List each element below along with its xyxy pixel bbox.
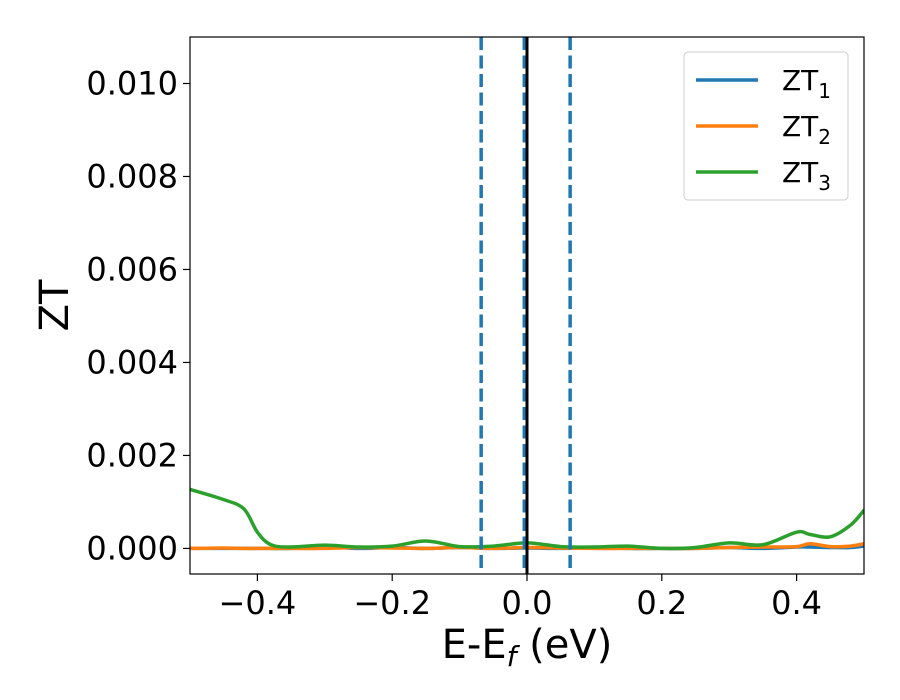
legend-label-zt1: ZT1 [782, 64, 831, 103]
x-tick-label: −0.2 [353, 584, 431, 622]
reference-lines [479, 37, 572, 574]
y-tick-label: 0.008 [86, 157, 178, 195]
x-tick-label: −0.4 [219, 584, 297, 622]
x-axis-label-main: E-E [442, 622, 507, 668]
y-tick-label: 0.002 [86, 436, 178, 474]
y-axis-label: ZT [32, 279, 78, 331]
y-tick-label: 0.006 [86, 250, 178, 288]
x-axis-label-suffix: (eV) [516, 622, 612, 668]
x-tick-label: 0.4 [771, 584, 822, 622]
x-axis-ticks: −0.4 −0.2 0.0 0.2 0.4 [219, 574, 822, 622]
legend-label-zt2: ZT2 [782, 110, 831, 149]
y-tick-label: 0.004 [86, 343, 178, 381]
x-tick-label: 0.2 [636, 584, 687, 622]
y-axis-ticks: 0.000 0.002 0.004 0.006 0.008 0.010 [86, 64, 190, 567]
legend-label-zt3: ZT3 [782, 156, 831, 195]
y-tick-label: 0.000 [86, 529, 178, 567]
legend-box [683, 51, 849, 201]
legend: ZT1 ZT2 ZT3 [683, 51, 849, 201]
x-tick-label: 0.0 [502, 584, 553, 622]
x-axis-label: E-Ef (eV) [442, 622, 613, 673]
y-tick-label: 0.010 [86, 64, 178, 102]
